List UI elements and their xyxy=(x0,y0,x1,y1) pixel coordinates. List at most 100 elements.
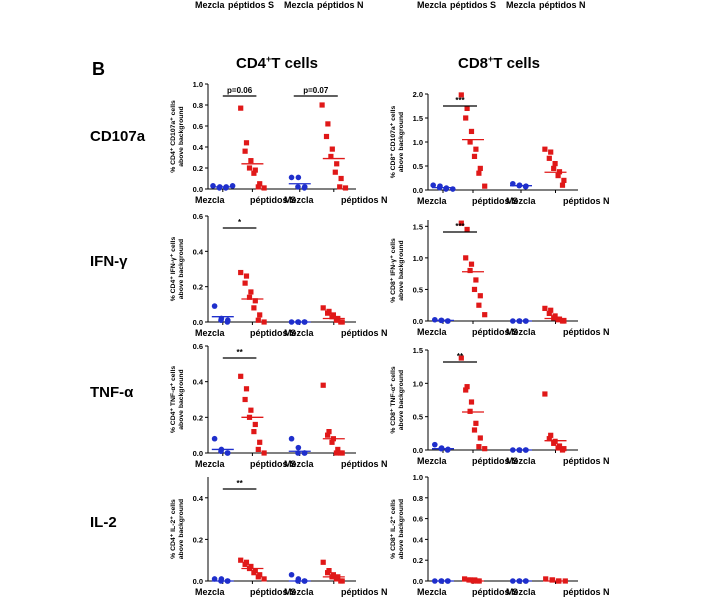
data-point xyxy=(467,267,473,274)
category-label: péptidos N xyxy=(341,195,388,205)
data-point xyxy=(482,312,488,318)
y-tick-label: 0.6 xyxy=(193,122,203,131)
data-point xyxy=(301,185,308,191)
row-label-il2: IL-2 xyxy=(90,514,117,531)
data-point xyxy=(257,439,263,445)
significance-label: p=0.06 xyxy=(227,86,253,95)
category-label: péptidos S xyxy=(472,327,518,337)
data-point xyxy=(466,577,472,583)
data-point xyxy=(246,294,253,300)
chart-cd4-ifng: 0.0 0.2 0.4 0.6 % CD4⁺ IFN-γ⁺ cells above bac… xyxy=(170,212,388,338)
data-point xyxy=(333,576,339,582)
y-tick-label: 0.8 xyxy=(193,101,203,110)
y-tick-label: 0.0 xyxy=(413,317,423,326)
data-point xyxy=(255,317,261,323)
category-label: péptidos N xyxy=(563,456,610,466)
remnant-label: Mezcla xyxy=(506,0,537,10)
significance-label: ** xyxy=(236,479,243,488)
data-point xyxy=(319,102,325,108)
category-label: Mezcla xyxy=(417,327,448,337)
data-point xyxy=(559,447,566,453)
data-point xyxy=(542,391,548,397)
data-point xyxy=(473,277,479,283)
y-tick-label: 0.4 xyxy=(193,143,204,152)
data-point xyxy=(548,307,554,313)
data-point xyxy=(471,153,478,159)
data-point xyxy=(243,273,250,279)
y-tick-label: 1.0 xyxy=(193,80,203,89)
data-point xyxy=(464,384,470,390)
row-label-ifng: IFN-γ xyxy=(90,253,128,270)
data-point xyxy=(522,183,529,190)
data-point xyxy=(542,146,548,152)
data-point xyxy=(261,319,267,325)
data-point xyxy=(342,185,349,191)
data-point xyxy=(432,441,438,448)
y-tick-label: 0.5 xyxy=(413,162,423,171)
data-point xyxy=(252,167,258,173)
data-point xyxy=(320,382,326,388)
data-point xyxy=(337,184,343,190)
y-tick-label: 0.4 xyxy=(193,494,204,503)
data-point xyxy=(261,576,267,582)
data-point xyxy=(333,450,339,456)
y-axis-label: above background xyxy=(398,370,405,430)
data-point xyxy=(224,450,231,456)
category-label: péptidos N xyxy=(563,587,610,597)
y-tick-label: 1.0 xyxy=(413,138,423,147)
data-point xyxy=(252,421,258,428)
data-point xyxy=(229,183,236,189)
data-point xyxy=(251,170,257,176)
data-point xyxy=(464,226,470,233)
y-tick-label: 0.6 xyxy=(413,515,423,524)
significance-label: *** xyxy=(455,222,465,231)
data-point xyxy=(482,183,488,189)
data-point xyxy=(261,450,267,456)
data-point xyxy=(473,420,479,426)
data-point xyxy=(555,317,561,323)
data-point xyxy=(325,121,331,127)
category-label: péptidos S xyxy=(250,328,296,338)
y-tick-label: 0.0 xyxy=(413,446,423,455)
data-point xyxy=(329,439,335,445)
data-point xyxy=(248,289,254,295)
category-label: péptidos S xyxy=(250,587,296,597)
y-tick-label: 0.6 xyxy=(193,342,203,351)
data-point xyxy=(329,314,335,320)
data-point xyxy=(261,185,267,191)
y-axis-label: % CD8⁺ IL-2⁺ cells xyxy=(390,499,397,559)
y-tick-label: 1.5 xyxy=(413,114,423,123)
data-point xyxy=(251,305,257,311)
data-point xyxy=(471,286,478,293)
data-point xyxy=(559,182,566,188)
data-point xyxy=(242,561,248,567)
data-point xyxy=(546,436,552,442)
data-point xyxy=(467,139,473,145)
chart-cd8-ifng: 0.0 0.5 1.0 1.5 % CD8⁺ IFN-γ⁺ cells above bac… xyxy=(390,220,610,337)
data-point xyxy=(468,261,475,267)
remnant-label: péptidos N xyxy=(539,0,586,10)
data-point xyxy=(320,305,326,311)
data-point xyxy=(211,576,218,582)
data-point xyxy=(218,317,224,324)
data-point xyxy=(252,298,258,304)
remnant-label: Mezcla xyxy=(284,0,315,10)
data-point xyxy=(473,146,479,152)
data-point xyxy=(320,559,326,565)
top-remnant-left: Mezcla péptidos S Mezcla péptidos N xyxy=(195,0,364,10)
y-tick-label: 0.4 xyxy=(193,247,204,256)
y-tick-label: 0.0 xyxy=(193,318,203,327)
data-point xyxy=(477,293,483,299)
data-point xyxy=(288,174,295,181)
data-point xyxy=(552,161,558,167)
cd4-main: CD4 xyxy=(236,55,267,72)
y-tick-label: 0.2 xyxy=(193,535,203,544)
y-tick-label: 0.0 xyxy=(413,577,423,586)
y-tick-label: 0.2 xyxy=(193,283,203,292)
chart-cd8-il2: 0.0 0.2 0.4 0.6 0.8 1.0 % CD8⁺ IL-2⁺ cells abov… xyxy=(390,473,610,597)
y-axis-label: above background xyxy=(178,499,185,559)
y-axis-label: above background xyxy=(178,239,185,299)
data-point xyxy=(555,445,561,451)
remnant-label: péptidos N xyxy=(317,0,364,10)
category-label: Mezcla xyxy=(284,195,315,205)
